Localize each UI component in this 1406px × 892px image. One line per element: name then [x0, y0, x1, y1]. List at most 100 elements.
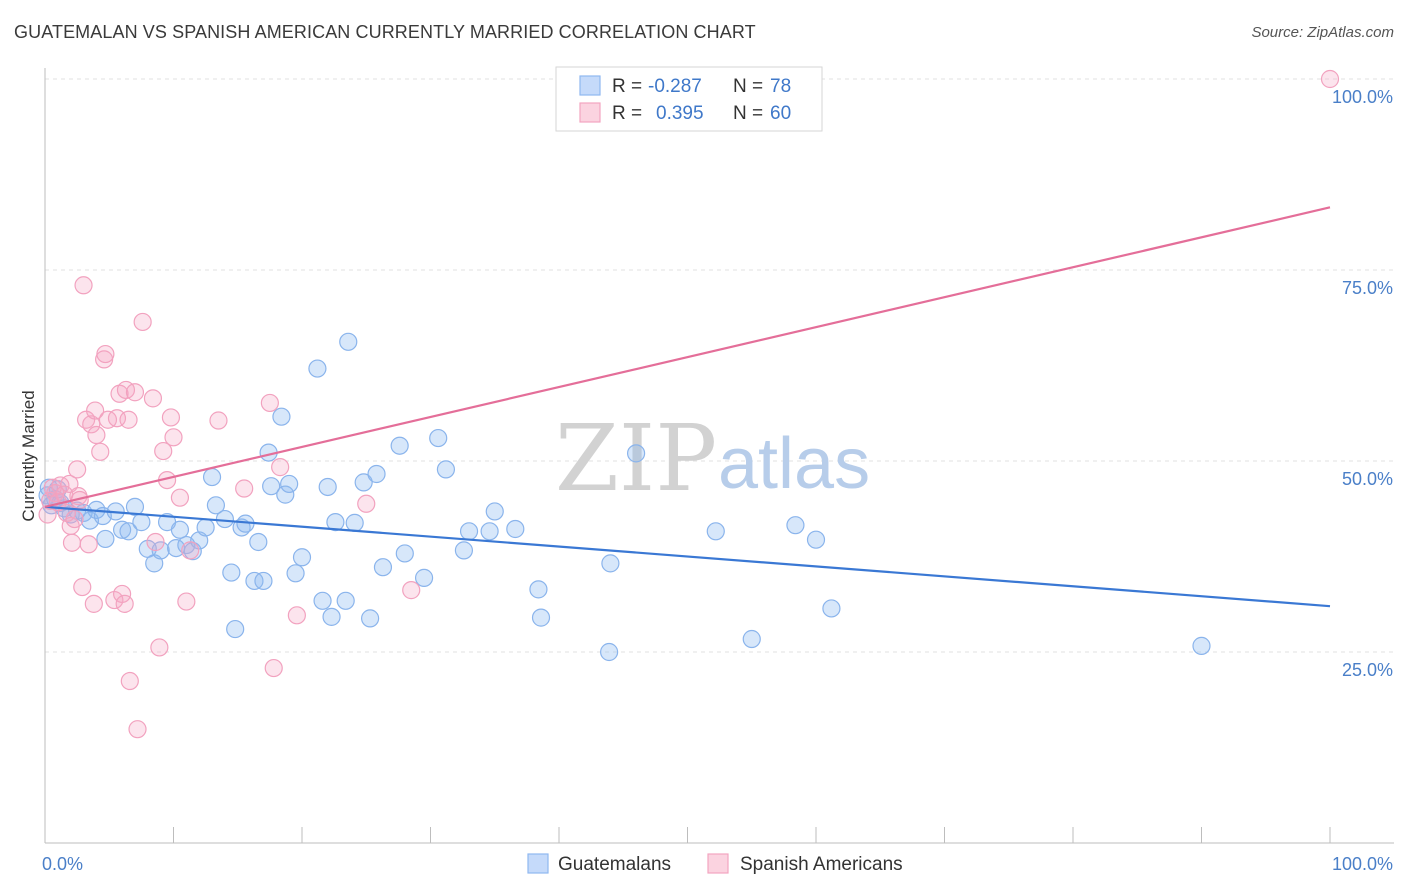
data-point [272, 407, 291, 426]
data-point [125, 497, 145, 516]
axes [44, 68, 1394, 844]
data-point [361, 609, 380, 628]
bottom-legend-swatch-spanish-americans [707, 853, 729, 874]
data-point [143, 389, 163, 408]
watermark-atlas: atlas [718, 424, 870, 504]
data-point [1192, 636, 1211, 655]
data-point [133, 312, 152, 332]
trend-line-spanish-americans [44, 206, 1331, 508]
legend-r-label-2: R = [612, 103, 642, 124]
data-point [262, 477, 281, 496]
data-point [354, 473, 373, 492]
data-point [222, 563, 241, 582]
legend-n-value-2: 60 [770, 103, 791, 124]
data-point [806, 530, 826, 549]
y-axis-label: Currently Married [19, 390, 38, 521]
data-point [454, 541, 474, 560]
data-point [390, 436, 409, 455]
data-point [485, 502, 504, 521]
grid-lines [45, 78, 1394, 653]
data-point [308, 359, 327, 378]
data-point [264, 658, 283, 678]
data-point [115, 594, 134, 613]
data-point [206, 496, 226, 515]
data-point [82, 415, 101, 434]
data-point [373, 558, 393, 577]
data-point [1320, 69, 1340, 89]
data-point [146, 532, 165, 552]
bottom-legend-spanish-americans: Spanish Americans [740, 854, 903, 875]
chart-title: GUATEMALAN VS SPANISH AMERICAN CURRENTLY… [14, 22, 756, 42]
data-point [161, 408, 181, 427]
data-point [132, 513, 151, 532]
data-point [287, 606, 306, 625]
data-point [313, 591, 332, 610]
data-point [215, 509, 234, 529]
data-point [436, 460, 456, 479]
data-point [429, 428, 448, 448]
legend-n-label-1: N = [733, 76, 763, 97]
data-point [181, 541, 200, 560]
y-tick-label: 50.0% [1342, 469, 1393, 489]
data-point [345, 513, 364, 532]
data-point [742, 629, 761, 649]
x-tick-label: 0.0% [42, 854, 83, 874]
data-point [260, 393, 279, 413]
legend-r-value-1: -0.287 [648, 76, 702, 97]
data-point [74, 276, 93, 295]
data-point [626, 444, 646, 463]
data-point [150, 638, 169, 657]
y-tick-label: 75.0% [1342, 278, 1393, 298]
data-point [280, 474, 299, 494]
watermark-zip: ZIP [555, 405, 717, 512]
x-tick-label: 100.0% [1332, 854, 1393, 874]
data-point [87, 425, 106, 445]
data-point [112, 520, 132, 539]
data-point [170, 520, 190, 539]
data-point [529, 580, 548, 599]
data-point [459, 522, 479, 541]
watermark: ZIP atlas [555, 405, 870, 512]
data-point [336, 591, 355, 610]
legend-top: R = -0.287 N = 78 R = 0.395 N = 60 [555, 66, 823, 132]
data-point [286, 564, 305, 583]
data-point [91, 442, 110, 461]
trend-lines [44, 206, 1331, 608]
data-point [786, 516, 805, 535]
legend-swatch-guatemalans [579, 75, 601, 96]
data-point [125, 383, 145, 402]
data-point [706, 522, 725, 541]
data-point [68, 460, 87, 479]
data-point [62, 533, 82, 552]
legend-bottom: Guatemalans Spanish Americans [527, 853, 903, 875]
legend-r-value-2: 0.395 [656, 103, 704, 124]
data-point [154, 441, 173, 461]
data-point [119, 522, 138, 541]
data-point [84, 594, 103, 613]
data-point [322, 607, 341, 626]
data-point [65, 509, 84, 529]
data-point [414, 568, 434, 587]
data-point [271, 458, 290, 477]
data-point [254, 571, 273, 591]
legend-r-label-1: R = [612, 76, 642, 97]
data-point [79, 535, 98, 554]
trend-line-guatemalans [44, 505, 1331, 608]
data-point [395, 544, 414, 563]
data-point [480, 522, 499, 541]
data-point [357, 494, 376, 513]
data-point [402, 581, 421, 600]
data-point [339, 332, 358, 351]
y-tick-label: 100.0% [1332, 87, 1393, 107]
data-point [96, 344, 115, 364]
data-point [600, 642, 619, 662]
data-point [86, 401, 105, 420]
data-point [120, 671, 139, 691]
bottom-legend-guatemalans: Guatemalans [558, 854, 671, 875]
data-point [177, 592, 196, 611]
data-point [367, 464, 386, 484]
legend-swatch-spanish-americans [579, 102, 601, 123]
data-point [96, 529, 115, 549]
data-point [164, 428, 183, 447]
